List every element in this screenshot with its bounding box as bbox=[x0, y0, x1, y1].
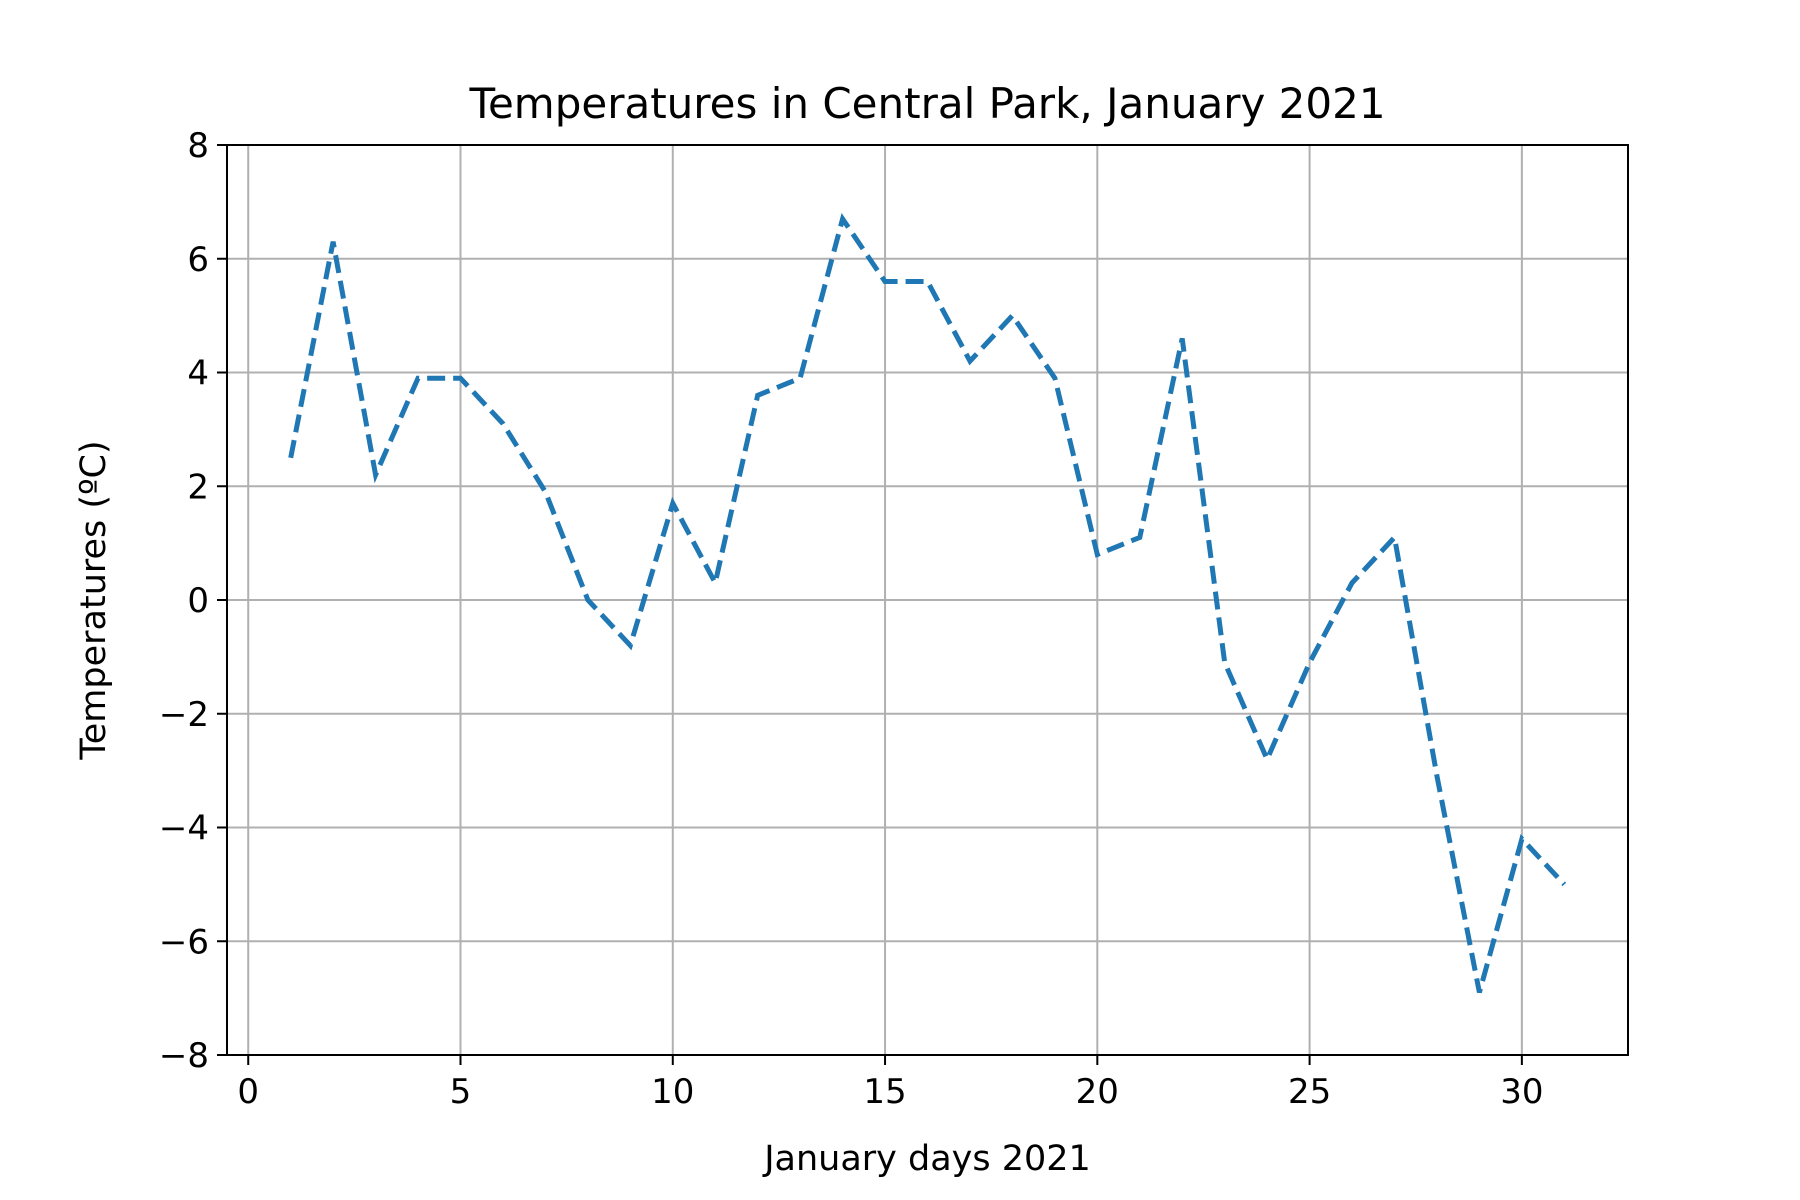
x-tick-label: 5 bbox=[450, 1072, 472, 1112]
y-tick-label: 2 bbox=[187, 467, 209, 507]
x-tick-label: 10 bbox=[651, 1072, 694, 1112]
grid-lines bbox=[227, 144, 1628, 1056]
y-axis-label: Temperatures (ºC) bbox=[74, 440, 114, 760]
y-tick-label: 8 bbox=[187, 126, 209, 166]
y-tick-label: 0 bbox=[187, 581, 209, 621]
temperature-series-line bbox=[288, 212, 1567, 994]
series-layer bbox=[288, 212, 1567, 994]
y-tick-label: 4 bbox=[187, 354, 209, 394]
x-tick-label: 25 bbox=[1288, 1072, 1331, 1112]
y-tick-label: −6 bbox=[159, 922, 209, 962]
x-tick-label: 30 bbox=[1500, 1072, 1543, 1112]
chart-title: Temperatures in Central Park, January 20… bbox=[468, 79, 1385, 128]
y-tick-label: 6 bbox=[187, 240, 209, 280]
x-tick-label: 20 bbox=[1076, 1072, 1119, 1112]
y-tick-label: −8 bbox=[159, 1036, 209, 1076]
y-tick-label: −4 bbox=[159, 809, 209, 849]
x-axis-label: January days 2021 bbox=[762, 1139, 1091, 1179]
axis-ticks: 0 5 10 15 20 25 30 −8 −6 −4 −2 0 2 4 6 8 bbox=[159, 126, 1544, 1112]
y-tick-label: −2 bbox=[159, 695, 209, 735]
x-tick-label: 15 bbox=[863, 1072, 906, 1112]
x-tick-label: 0 bbox=[237, 1072, 259, 1112]
